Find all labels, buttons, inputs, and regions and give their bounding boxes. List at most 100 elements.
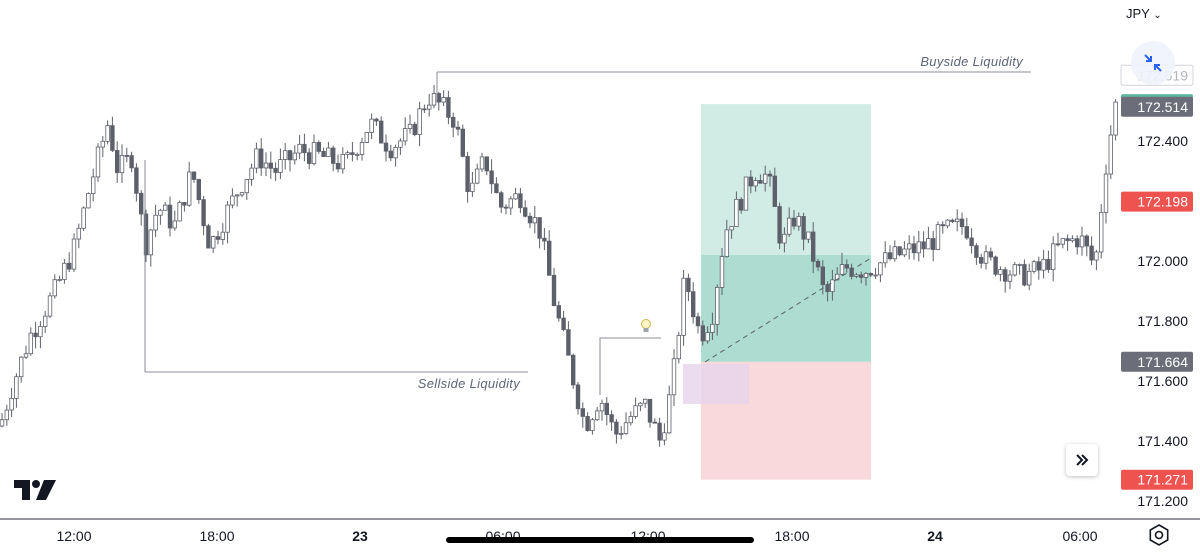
candle-body <box>667 394 672 434</box>
price-badge-label: 172.198 <box>1137 194 1188 210</box>
candle-body <box>230 195 235 206</box>
time-tick-label: 18:00 <box>774 528 809 544</box>
sellside-liquidity-label: Sellside Liquidity <box>418 376 521 391</box>
candle-body <box>547 240 552 276</box>
candle-body <box>681 277 686 336</box>
candle-body <box>201 199 206 227</box>
candle-body <box>446 97 451 118</box>
price-tick-label: 172.400 <box>1137 133 1188 149</box>
candle-body <box>455 126 461 130</box>
candle-body <box>1089 245 1094 261</box>
candle-body <box>964 226 969 239</box>
candle-body <box>527 215 533 224</box>
candle-body <box>873 274 878 277</box>
candle-body <box>422 108 427 111</box>
candle-body <box>57 279 62 281</box>
candle-body <box>796 216 801 227</box>
candle-body <box>407 123 413 129</box>
minimize-icon[interactable] <box>1131 41 1175 85</box>
candle-body <box>662 432 667 441</box>
candle-body <box>758 180 763 184</box>
candle-body <box>571 354 576 386</box>
scroll-to-realtime-button[interactable] <box>1066 444 1098 476</box>
candle-body <box>254 148 259 169</box>
candle-body <box>335 163 341 170</box>
candle-body <box>518 193 523 209</box>
candle-body <box>806 231 811 240</box>
candle-body <box>1075 238 1080 248</box>
candle-body <box>719 256 725 288</box>
candle-body <box>33 332 38 338</box>
position-path-line <box>704 257 872 363</box>
candle-body <box>81 207 86 229</box>
candle-body <box>892 246 897 260</box>
candle-body <box>311 142 317 164</box>
candle-body <box>652 421 657 424</box>
candle-body <box>638 402 643 407</box>
candle-body <box>844 264 849 269</box>
home-indicator <box>446 537 754 543</box>
candle-body <box>316 142 321 152</box>
candle-body <box>43 315 48 327</box>
candle-body <box>359 142 365 155</box>
candle-body <box>1051 243 1056 270</box>
time-tick-label: 06:00 <box>1062 528 1097 544</box>
time-tick-label: 23 <box>352 528 368 544</box>
candle-body <box>931 238 936 250</box>
candle-body <box>849 267 854 277</box>
candle-body <box>129 155 134 169</box>
settings-icon[interactable] <box>1148 524 1170 546</box>
candle-body <box>897 246 902 256</box>
candle-body <box>940 224 945 227</box>
candle-body <box>513 193 518 200</box>
candle-body <box>523 207 528 217</box>
candle-body <box>1108 134 1113 175</box>
candle-body <box>935 224 941 250</box>
tradingview-logo-icon <box>14 480 56 500</box>
candle-body <box>1070 238 1075 242</box>
candle-body <box>258 148 264 169</box>
price-tick-label: 171.200 <box>1137 493 1188 509</box>
candle-body <box>172 220 177 229</box>
candle-body <box>979 257 984 264</box>
candle-body <box>484 156 489 172</box>
candle-body <box>628 416 633 424</box>
candle-body <box>1060 238 1065 245</box>
candle-body <box>878 262 883 276</box>
candle-body <box>326 147 331 158</box>
candle-body <box>590 419 595 432</box>
candle-body <box>695 316 701 327</box>
candle-body <box>249 167 254 180</box>
candle-body <box>1003 269 1008 282</box>
lightbulb-icon[interactable] <box>641 319 651 333</box>
candle-body <box>369 118 374 133</box>
candle-body <box>715 287 720 325</box>
price-tick-label: 171.400 <box>1137 433 1188 449</box>
candle-body <box>18 356 24 378</box>
candle-body <box>1027 270 1032 286</box>
candle-body <box>619 433 624 435</box>
candle-body <box>191 171 197 180</box>
currency-button[interactable]: JPY ⌄ <box>1126 6 1162 21</box>
candle-body <box>196 179 201 201</box>
candle-body <box>782 233 787 244</box>
candle-body <box>86 193 91 209</box>
candle-body <box>1113 101 1118 136</box>
candle-body <box>791 217 797 227</box>
candle-body <box>811 231 816 262</box>
price-badge-label: 171.271 <box>1137 472 1188 488</box>
price-badge: 171.271 <box>1121 469 1193 490</box>
candle-body <box>988 251 993 258</box>
candle-body <box>1036 261 1041 271</box>
candle-body <box>0 419 5 427</box>
candle-body <box>902 248 907 256</box>
candle-body <box>1046 258 1051 270</box>
candle-body <box>393 146 398 159</box>
candle-body <box>38 325 43 338</box>
candle-body <box>330 147 336 164</box>
candle-body <box>374 118 379 122</box>
candle-body <box>76 227 81 240</box>
candle-body <box>340 154 345 170</box>
candle-body <box>100 140 105 148</box>
